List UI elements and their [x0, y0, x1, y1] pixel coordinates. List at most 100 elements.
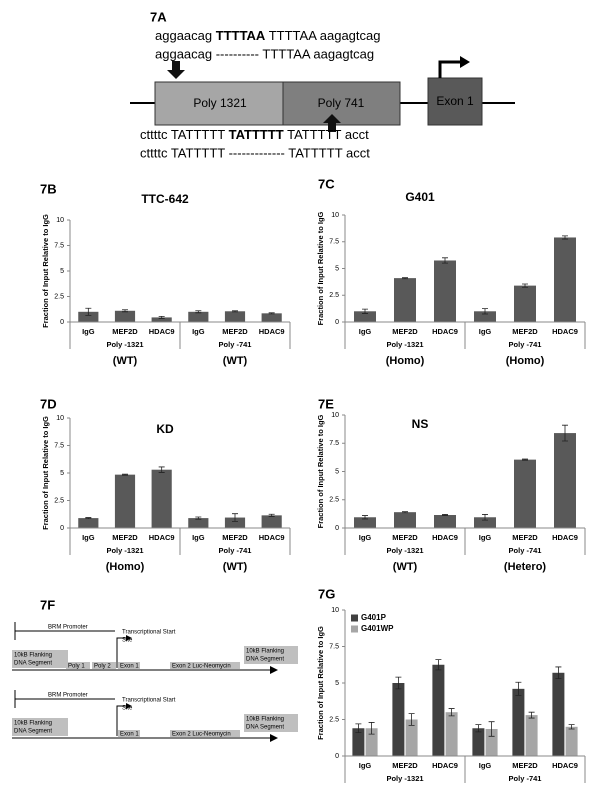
group-label: Poly -1321 — [386, 774, 423, 783]
error-bar — [158, 466, 165, 473]
segment-label: Poly 1 — [68, 664, 85, 670]
x-tick-label: HDAC9 — [552, 761, 578, 770]
box-label: Exon 1 — [436, 94, 474, 108]
tss-label: Transcriptional Start — [122, 698, 176, 704]
x-tick-label: IgG — [359, 533, 372, 542]
x-tick-label: IgG — [359, 327, 372, 336]
y-tick-label: 7.5 — [54, 442, 64, 449]
y-axis-label: Fraction of Input Relative to IgG — [316, 626, 325, 740]
y-tick-label: 5 — [335, 680, 339, 687]
sequence: cttttc TATTTTT ------------- TATTTTT acc… — [140, 145, 370, 160]
error-bar — [402, 277, 408, 280]
x-tick-label: HDAC9 — [149, 533, 175, 542]
x-tick-label: IgG — [359, 761, 372, 770]
group-note: (Homo) — [386, 355, 425, 367]
bar — [352, 728, 365, 756]
x-tick-label: MEF2D — [392, 761, 418, 770]
group-label: Poly -741 — [219, 340, 252, 349]
tss-line — [116, 637, 128, 668]
tss-arrow-head — [460, 56, 470, 68]
x-tick-label: MEF2D — [512, 533, 538, 542]
segment-box — [118, 730, 140, 737]
y-axis-label: Fraction of Input Relative to IgG — [316, 211, 325, 325]
sequence-part: cttttc TATTTTT — [140, 127, 225, 142]
sequence: aggaacag ---------- TTTTAA aagagtcag — [155, 46, 374, 61]
y-tick-label: 2.5 — [329, 497, 339, 504]
tss-line — [116, 705, 128, 736]
x-tick-label: HDAC9 — [432, 327, 458, 336]
error-bar — [555, 666, 562, 680]
flank-label: 10kB Flanking — [246, 649, 284, 655]
bar — [188, 311, 209, 322]
panel-label: 7D — [40, 396, 57, 411]
error-bar — [122, 473, 128, 476]
y-tick-label: 10 — [331, 412, 339, 419]
chart-title: G401 — [405, 190, 435, 204]
y-tick-label: 2.5 — [54, 293, 64, 300]
x-tick-label: IgG — [82, 533, 95, 542]
bar — [365, 728, 378, 756]
group-label: Poly -741 — [509, 340, 542, 349]
segment-label: Exon 1 — [120, 732, 139, 738]
error-bar — [232, 513, 238, 522]
bar — [405, 719, 418, 756]
bar — [552, 672, 565, 756]
error-bar — [268, 513, 275, 517]
group-label: Poly -741 — [509, 546, 542, 555]
segment-box — [66, 662, 90, 669]
panel-a: 7A aggaacag TTTTAA TTTTAA aagagtcag agga… — [130, 9, 515, 160]
tss-label: Site — [122, 638, 133, 644]
error-bar — [268, 312, 275, 315]
flank-label: 10kB Flanking — [14, 653, 52, 659]
bar — [525, 715, 538, 756]
sequence-part: TTTTAA aagagtcag — [269, 28, 381, 43]
error-bar — [195, 310, 202, 314]
error-bar — [362, 308, 368, 314]
bar — [432, 664, 445, 756]
group-note: (Homo) — [106, 561, 145, 573]
box — [427, 77, 483, 126]
error-bar — [232, 310, 238, 313]
error-bar — [522, 283, 528, 288]
error-bar — [488, 721, 495, 737]
x-tick-label: MEF2D — [112, 533, 138, 542]
promoter-bracket — [14, 690, 115, 708]
bar — [554, 433, 576, 528]
sequence-part: aggaacag — [155, 28, 212, 43]
y-tick-label: 5 — [60, 470, 64, 477]
x-tick-label: MEF2D — [392, 327, 418, 336]
x-tick-label: HDAC9 — [149, 327, 175, 336]
chart-title: TTC-642 — [141, 192, 189, 206]
y-tick-label: 2.5 — [54, 497, 64, 504]
error-bar — [85, 307, 92, 316]
error-bar — [158, 315, 165, 319]
bar — [434, 515, 456, 528]
bar — [474, 517, 496, 528]
sequence-part: TATTTTT — [229, 127, 284, 142]
bar — [188, 518, 209, 528]
panel-label: 7E — [318, 396, 334, 411]
bar — [261, 313, 282, 322]
bar — [151, 317, 172, 322]
flank-box — [12, 650, 68, 668]
group-note: (WT) — [223, 561, 248, 573]
box-label: Poly 741 — [318, 96, 365, 110]
error-bar — [122, 309, 128, 313]
y-tick-label: 0 — [335, 525, 339, 532]
group-note: (WT) — [113, 355, 138, 367]
y-tick-label: 7.5 — [54, 242, 64, 249]
x-tick-label: MEF2D — [392, 533, 418, 542]
bar — [224, 517, 246, 528]
sequence-part: TATTTTT acct — [287, 127, 369, 142]
panel-label: 7B — [40, 181, 57, 196]
promoter-bracket — [14, 622, 115, 640]
y-tick-label: 10 — [331, 607, 339, 614]
bar — [512, 688, 525, 756]
segment-label: Exon 1 — [120, 664, 139, 670]
bar — [514, 285, 536, 322]
construct-head — [270, 734, 278, 742]
bar — [394, 512, 416, 528]
segment-box — [170, 662, 240, 669]
x-tick-label: IgG — [479, 533, 492, 542]
bar — [514, 459, 536, 528]
